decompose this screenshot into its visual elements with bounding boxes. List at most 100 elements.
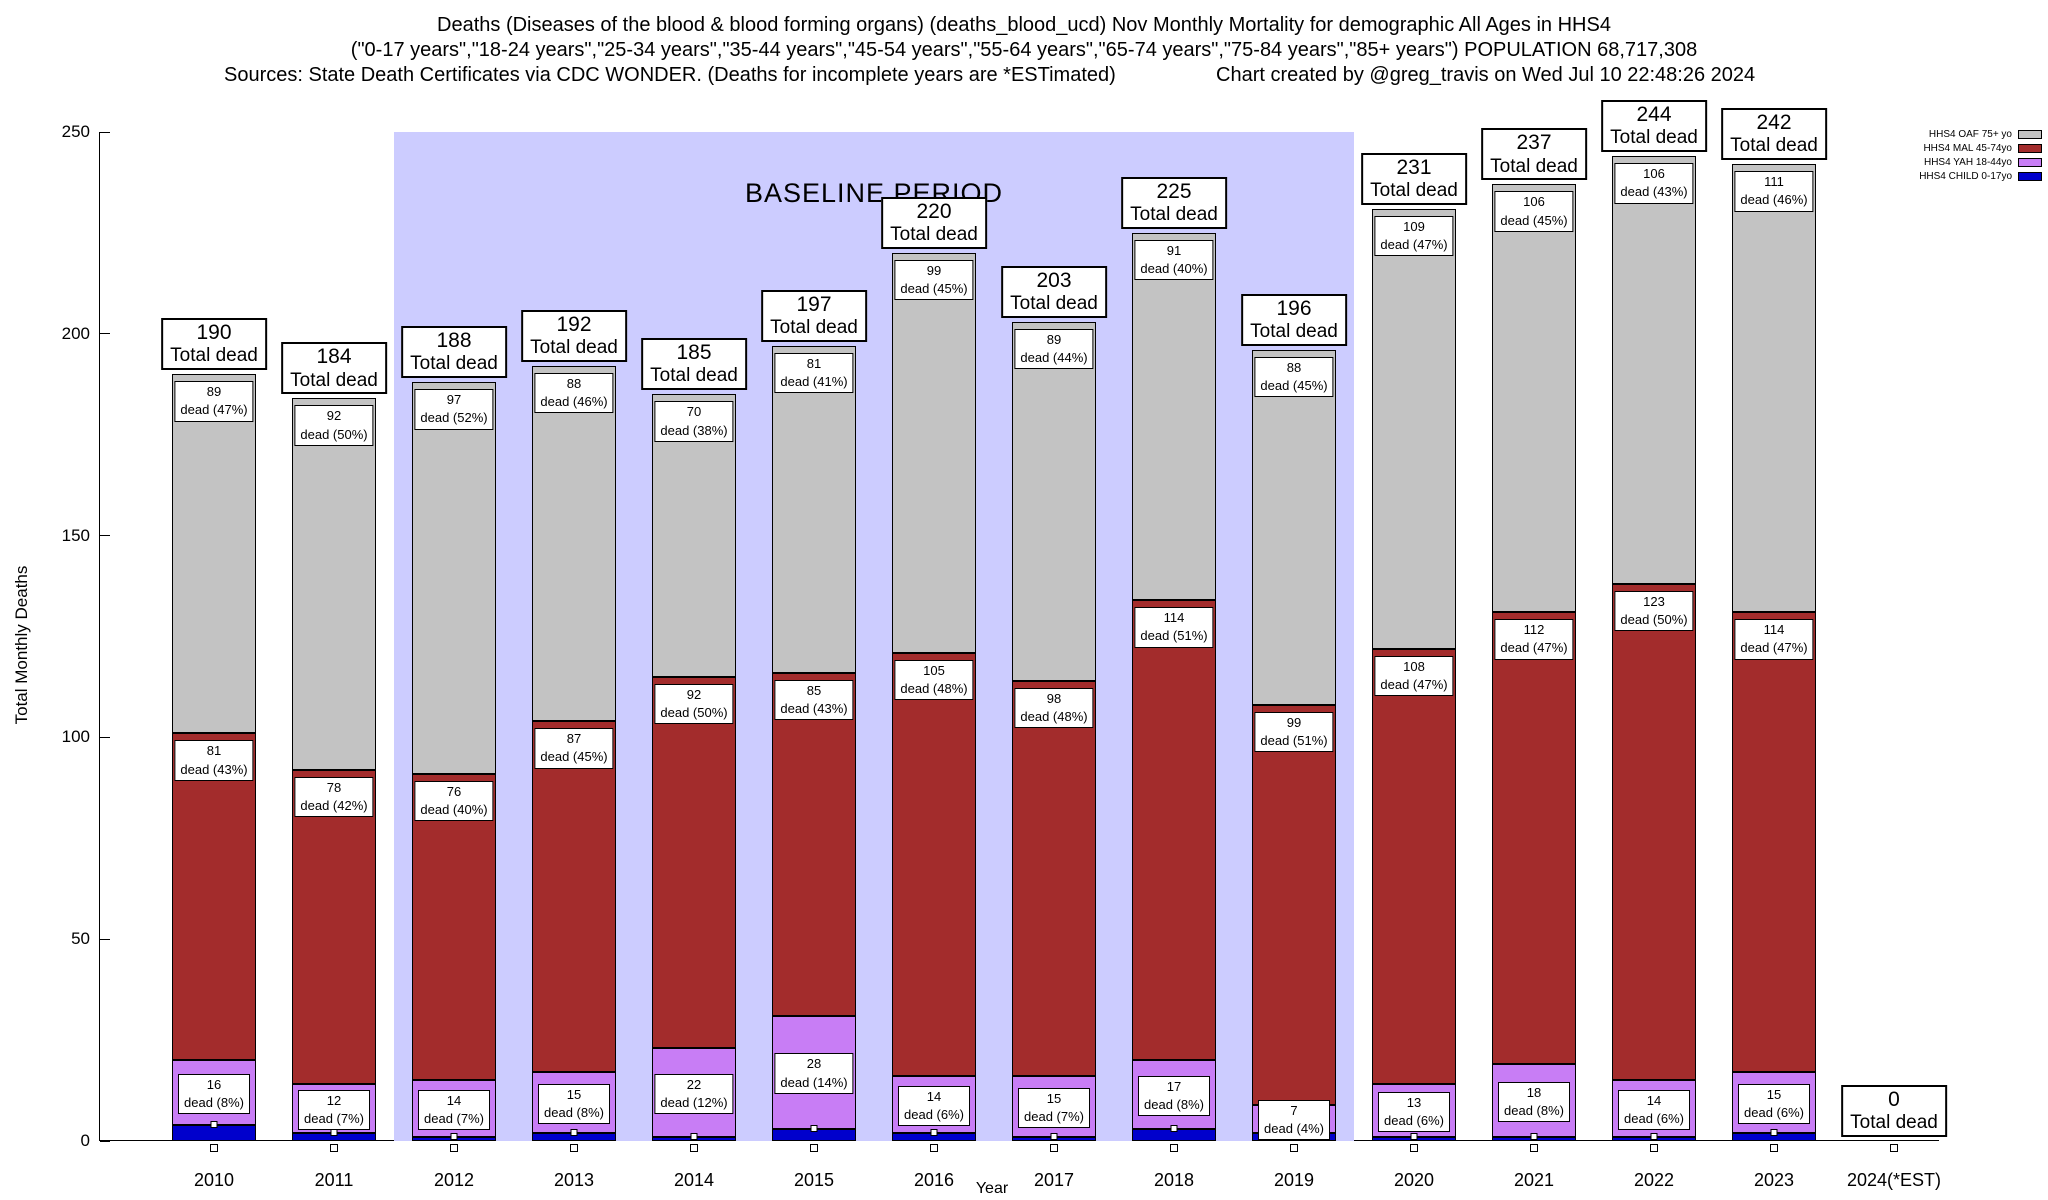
x-tick-label: 2023 <box>1753 1170 1795 1190</box>
total-dead-count: 196 <box>1276 296 1312 320</box>
segment-deaths-percent: dead (40%) <box>1140 261 1208 277</box>
x-axis-point-marker <box>1170 1144 1178 1152</box>
segment-deaths-count: 114 <box>1163 610 1185 626</box>
segment-deaths-percent: dead (40%) <box>420 801 488 817</box>
total-dead-count: 244 <box>1636 103 1672 127</box>
x-axis-point-marker <box>210 1144 218 1152</box>
total-dead-label: 184 Total dead <box>281 342 387 395</box>
segment-deaths-percent: dead (7%) <box>424 1110 484 1126</box>
segment-value-label: 106 dead (43%) <box>1614 163 1694 204</box>
segment-value-label: 89 dead (47%) <box>174 381 254 422</box>
segment-deaths-count: 7 <box>1290 1102 1298 1118</box>
bar-2022-segment-oaf <box>1612 156 1696 585</box>
segment-deaths-count: 97 <box>446 392 462 408</box>
segment-deaths-percent: dead (14%) <box>780 1074 848 1090</box>
child-point-marker <box>1410 1132 1418 1140</box>
segment-value-label: 12 dead (7%) <box>298 1089 370 1131</box>
segment-deaths-count: 16 <box>206 1076 222 1092</box>
segment-value-label: 109 dead (47%) <box>1374 215 1454 257</box>
y-axis-title: Total Monthly Deaths <box>12 565 31 725</box>
segment-value-label: 112 dead (47%) <box>1494 619 1574 660</box>
legend-swatch-child <box>2018 171 2042 181</box>
bar-2018-segment-oaf <box>1132 232 1216 601</box>
total-dead-count: 0 <box>1888 1088 1900 1111</box>
bar-2010-segment-oaf <box>172 374 256 734</box>
segment-deaths-percent: dead (44%) <box>1020 349 1088 365</box>
segment-value-label: 81 dead (41%) <box>774 352 854 394</box>
child-point-marker <box>1770 1128 1778 1136</box>
segment-deaths-percent: dead (38%) <box>660 422 728 438</box>
x-tick-label: 2014 <box>673 1170 715 1190</box>
bar-2021-segment-oaf <box>1492 184 1576 613</box>
segment-value-label: 14 dead (7%) <box>418 1089 490 1131</box>
segment-deaths-count: 15 <box>1766 1086 1782 1102</box>
legend-label: HHS4 CHILD 0-17yo <box>1919 170 2012 182</box>
total-dead-count: 231 <box>1396 155 1432 179</box>
x-tick-label: 2017 <box>1033 1170 1075 1190</box>
legend-swatch-oaf <box>2018 129 2042 139</box>
segment-value-label: 92 dead (50%) <box>294 405 374 446</box>
segment-deaths-percent: dead (8%) <box>1144 1096 1204 1112</box>
legend-label: HHS4 MAL 45-74yo <box>1923 142 2012 154</box>
total-dead-label: 203 Total dead <box>1001 265 1107 318</box>
segment-deaths-count: 88 <box>566 376 582 392</box>
segment-deaths-percent: dead (50%) <box>660 705 728 721</box>
segment-value-label: 14 dead (6%) <box>898 1085 970 1127</box>
total-dead-count: 197 <box>796 292 832 316</box>
segment-value-label: 17 dead (8%) <box>1138 1075 1210 1116</box>
bar-2019-segment-oaf <box>1252 349 1336 706</box>
segment-deaths-count: 85 <box>806 682 822 698</box>
total-dead-count: 185 <box>676 341 712 365</box>
segment-deaths-count: 70 <box>686 404 702 420</box>
segment-deaths-percent: dead (50%) <box>1620 612 1688 628</box>
segment-deaths-count: 92 <box>686 686 702 702</box>
x-tick-label: 2010 <box>193 1170 235 1190</box>
y-tick-mark <box>100 333 110 335</box>
segment-deaths-percent: dead (51%) <box>1140 628 1208 644</box>
bar-2017-segment-mal <box>1012 680 1096 1077</box>
segment-deaths-percent: dead (7%) <box>1024 1108 1084 1124</box>
segment-deaths-percent: dead (6%) <box>1744 1104 1804 1120</box>
total-dead-text: Total dead <box>1130 204 1218 226</box>
segment-value-label: 78 dead (42%) <box>294 776 374 818</box>
bar-2020-segment-mal <box>1372 648 1456 1085</box>
y-tick-label: 150 <box>61 525 90 545</box>
y-tick-mark <box>100 1140 110 1142</box>
legend-item: HHS4 MAL 45-74yo <box>1919 141 2042 155</box>
segment-deaths-percent: dead (46%) <box>540 394 608 410</box>
segment-deaths-count: 111 <box>1764 174 1784 190</box>
total-dead-count: 190 <box>196 321 232 345</box>
total-dead-text: Total dead <box>410 353 498 375</box>
y-tick-label: 0 <box>80 1131 90 1150</box>
bar-2010-segment-mal <box>172 733 256 1061</box>
segment-deaths-count: 81 <box>806 355 822 371</box>
segment-deaths-percent: dead (8%) <box>184 1094 244 1110</box>
child-point-marker <box>1530 1132 1538 1140</box>
chart-title-line2: ("0-17 years","18-24 years","25-34 years… <box>350 39 1698 61</box>
bar-2023-segment-oaf <box>1732 164 1816 613</box>
segment-deaths-percent: dead (43%) <box>180 761 248 777</box>
bar-2015-segment-oaf <box>772 345 856 673</box>
x-tick-label: 2013 <box>553 1170 595 1190</box>
total-dead-label: 197 Total dead <box>761 289 867 342</box>
segment-value-label: 108 dead (47%) <box>1374 655 1454 696</box>
segment-deaths-count: 123 <box>1643 594 1665 610</box>
x-axis-point-marker <box>1890 1144 1898 1152</box>
segment-value-label: 85 dead (43%) <box>774 679 854 721</box>
segment-deaths-count: 99 <box>926 263 942 279</box>
segment-value-label: 22 dead (12%) <box>654 1073 734 1114</box>
segment-deaths-count: 15 <box>1046 1090 1062 1106</box>
child-point-marker <box>1170 1124 1178 1132</box>
segment-deaths-percent: dead (45%) <box>900 281 968 297</box>
segment-value-label: 105 dead (48%) <box>894 659 974 701</box>
segment-value-label: 88 dead (46%) <box>534 373 614 414</box>
segment-deaths-percent: dead (41%) <box>780 374 848 390</box>
bar-2012-segment-oaf <box>412 382 496 774</box>
legend-label: HHS4 YAH 18-44yo <box>1923 156 2012 168</box>
total-dead-count: 203 <box>1036 268 1072 292</box>
x-tick-label: 2024(*EST) <box>1846 1170 1942 1190</box>
segment-deaths-count: 112 <box>1523 622 1545 638</box>
segment-deaths-count: 15 <box>566 1086 582 1102</box>
segment-deaths-percent: dead (51%) <box>1260 733 1328 749</box>
segment-deaths-count: 105 <box>923 662 945 678</box>
